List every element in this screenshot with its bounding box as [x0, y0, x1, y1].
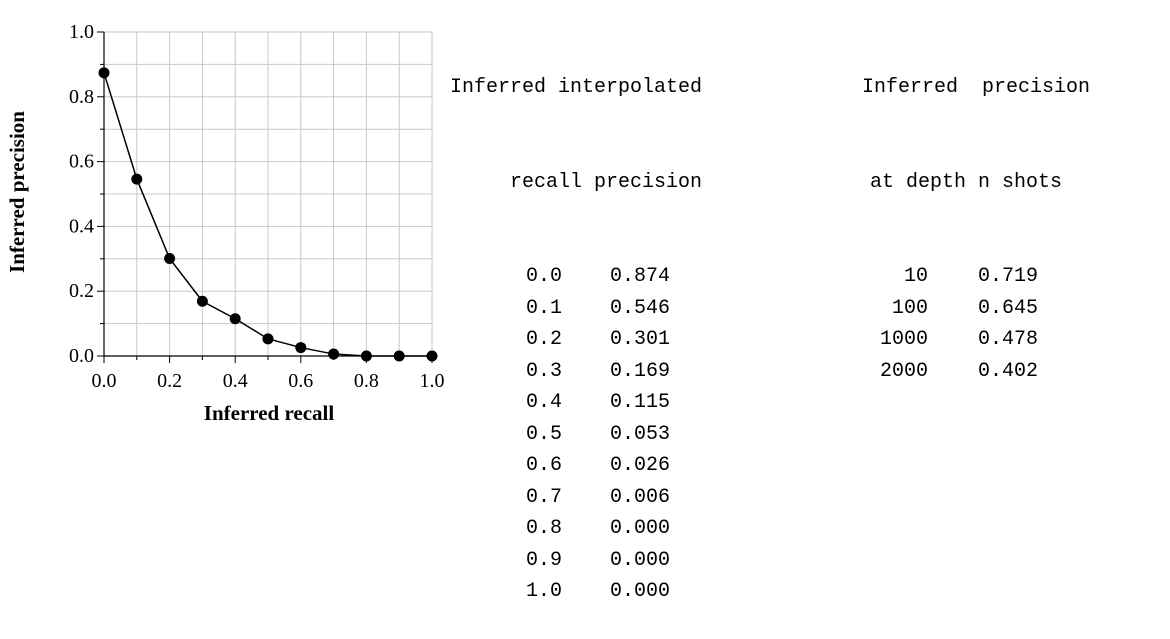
table-row: 0.3 0.169: [450, 356, 702, 388]
x-tick-label: 0.2: [157, 370, 182, 392]
table-cell-key: 0.3: [525, 359, 562, 383]
table-cell-key: 0.7: [525, 485, 562, 509]
data-point: [164, 252, 176, 264]
x-tick-label: 0.4: [223, 370, 248, 392]
table-row: 1000 0.478: [862, 324, 1090, 356]
table-cell-value: 0.026: [609, 454, 670, 477]
table-row: 2000 0.402: [862, 356, 1090, 388]
data-point: [295, 342, 307, 354]
x-tick-label: 0.8: [354, 370, 379, 392]
y-axis-label: Inferred precision: [5, 111, 29, 273]
y-tick-label: 0.4: [69, 215, 94, 237]
table-row: 100 0.645: [862, 293, 1090, 325]
table-cell-key: 100: [891, 296, 928, 320]
y-tick-label: 0.8: [69, 86, 94, 108]
y-tick-label: 0.6: [69, 151, 94, 173]
table-cell-key: 1000: [879, 328, 928, 351]
data-point: [393, 350, 405, 362]
data-point: [328, 348, 340, 360]
table-cell-value: 0.402: [977, 359, 1038, 383]
table-rows: 10 0.719 100 0.645 1000 0.478 2000 0.402: [862, 261, 1090, 387]
axes: [97, 31, 433, 363]
table-cell-value: 0.000: [609, 548, 670, 572]
table-cell-key: 0.8: [525, 517, 562, 540]
table-row: 0.4 0.115: [450, 387, 702, 419]
table-cell-key: 0.6: [525, 454, 562, 477]
table-cell-value: 0.874: [609, 265, 670, 288]
y-tick-label: 0.0: [69, 345, 94, 367]
y-tick-label: 0.2: [69, 280, 94, 302]
table-cell-key: 0.2: [525, 328, 562, 351]
table-row: 0.0 0.874: [450, 261, 702, 293]
table-row: 0.5 0.053: [450, 419, 702, 451]
table-header-line-1: Inferred precision: [862, 76, 1091, 99]
series-layer: [98, 67, 438, 362]
table-row: 10 0.719: [862, 261, 1090, 293]
table-header-line-2: at depth n shots: [870, 170, 1063, 194]
x-tick-label: 0.6: [288, 370, 313, 392]
table-cell-value: 0.006: [609, 485, 670, 509]
table-cell-value: 0.645: [977, 296, 1038, 320]
table-cell-value: 0.478: [977, 328, 1038, 351]
data-point: [262, 333, 274, 345]
table-cell-key: 10: [903, 265, 928, 288]
data-point: [98, 67, 110, 79]
depth-precision-table: Inferred precision at depth n shots 10 0.…: [862, 9, 1090, 419]
tick-labels: 0.0 0.2 0.4 0.6 0.8 1.0 0.0 0.2 0.4 0.6 0.8 1.0: [69, 21, 445, 392]
table-row: 0.2 0.301: [450, 324, 702, 356]
data-point: [196, 295, 208, 307]
interpolated-precision-table: Inferred interpolated recall precision 0…: [450, 9, 702, 639]
table-row: 0.6 0.026: [450, 450, 702, 482]
table-cell-key: 0.1: [525, 296, 562, 320]
table-cell-key: 2000: [879, 359, 928, 383]
precision-recall-chart: 0.0 0.2 0.4 0.6 0.8 1.0 0.0 0.2 0.4 0.6 0.8 1.0 Inf…: [5, 21, 445, 425]
table-header-line-1: Inferred interpolated: [450, 76, 703, 99]
x-tick-label: 1.0: [420, 370, 445, 392]
table-rows: 0.0 0.874 0.1 0.546 0.2 0.301 0.3 0.169 0.4 0.115…: [450, 261, 702, 608]
data-point: [229, 313, 241, 325]
data-point: [131, 173, 143, 185]
table-cell-key: 0.5: [525, 422, 562, 446]
table-row: 1.0 0.000: [450, 576, 702, 608]
table-cell-key: 1.0: [525, 580, 562, 603]
table-cell-value: 0.000: [609, 580, 670, 603]
table-cell-value: 0.115: [609, 391, 670, 414]
table-cell-key: 0.4: [525, 391, 562, 414]
table-row: 0.7 0.006: [450, 482, 702, 514]
grid-lines: [104, 31, 433, 356]
table-cell-value: 0.719: [977, 265, 1038, 288]
data-point: [360, 350, 372, 362]
table-cell-value: 0.169: [609, 359, 670, 383]
y-tick-label: 1.0: [69, 21, 94, 43]
table-cell-value: 0.053: [609, 422, 670, 446]
table-cell-value: 0.301: [609, 328, 670, 351]
x-tick-label: 0.0: [92, 370, 117, 392]
data-point: [426, 350, 438, 362]
table-row: 0.1 0.546: [450, 293, 702, 325]
x-axis-label: Inferred recall: [204, 401, 335, 425]
table-cell-value: 0.546: [609, 296, 670, 320]
table-row: 0.9 0.000: [450, 545, 702, 577]
table-cell-key: 0.9: [525, 548, 562, 572]
table-header-line-2: recall precision: [510, 170, 703, 194]
table-row: 0.8 0.000: [450, 513, 702, 545]
table-cell-value: 0.000: [609, 517, 670, 540]
table-cell-key: 0.0: [525, 265, 562, 288]
